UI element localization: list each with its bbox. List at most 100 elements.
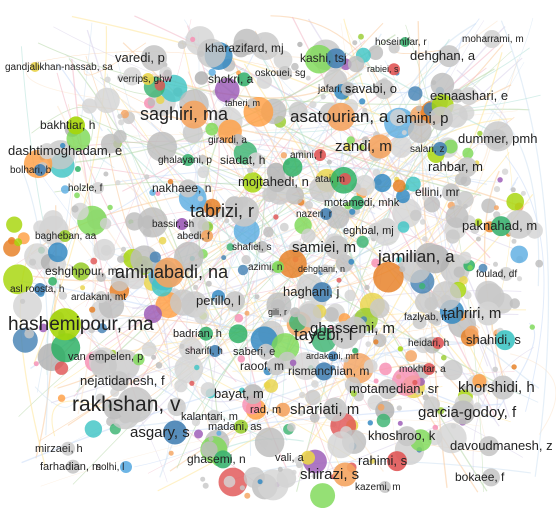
author-label[interactable]: savabi, o [345,81,397,96]
author-node[interactable] [333,462,357,487]
author-label[interactable]: atai, m [315,174,345,185]
author-label[interactable]: gandjalikhan-nassab, sa [5,62,113,73]
author-node[interactable] [482,468,500,487]
author-node[interactable] [66,459,80,474]
author-node[interactable] [438,45,460,68]
author-node[interactable] [276,402,290,417]
author-label[interactable]: samiei, m [292,239,356,256]
author-node[interactable] [312,282,332,303]
author-node[interactable] [141,45,167,72]
author-node[interactable] [117,386,153,423]
author-label[interactable]: shahidi, s [466,332,521,347]
author-node[interactable] [34,283,46,295]
author-node[interactable] [182,154,194,166]
author-node[interactable] [429,106,453,131]
author-label[interactable]: paknahad, m [462,218,537,233]
author-node[interactable] [290,307,300,318]
author-node[interactable] [415,242,443,271]
author-node[interactable] [483,30,501,48]
author-node[interactable] [460,87,478,106]
author-label[interactable]: kalantari, m [181,411,238,423]
author-label[interactable]: rahbar, m [428,159,483,174]
author-label[interactable]: oskouei, sg [255,68,306,79]
author-node[interactable] [320,264,330,275]
author-node[interactable] [339,173,351,185]
author-node[interactable] [59,230,71,242]
author-node[interactable] [67,116,85,135]
author-node[interactable] [34,164,46,176]
author-label[interactable]: bayat, m [214,386,264,401]
author-node[interactable] [258,343,274,360]
author-label[interactable]: khoshroo, k [368,428,436,443]
author-label[interactable]: verrips, ghw [118,74,173,85]
author-label[interactable]: van empelen, p [68,351,143,363]
author-label[interactable]: eghbal, mj [343,225,394,237]
author-node[interactable] [30,62,40,72]
author-node[interactable] [325,235,349,260]
author-node[interactable] [272,261,284,273]
author-label[interactable]: saghiri, ma [140,104,229,124]
author-label[interactable]: nazeri, r [296,209,333,220]
author-node[interactable] [256,241,268,253]
author-label[interactable]: bakhtiar, h [40,118,95,132]
author-label[interactable]: mirzaei, h [35,443,83,455]
author-label[interactable]: ghasemi, n [187,452,246,466]
author-label[interactable]: ardakani, mt [71,292,126,303]
author-label[interactable]: saberi, e [233,346,275,358]
author-label[interactable]: shirazi, s [300,466,359,483]
author-node[interactable] [95,291,107,303]
author-node[interactable] [368,134,392,159]
author-node[interactable] [476,301,500,326]
author-label[interactable]: shokri, a [208,72,254,86]
author-node[interactable] [350,195,364,210]
author-node[interactable] [388,63,400,76]
author-node[interactable] [442,183,460,202]
author-label[interactable]: hashemipour, ma [8,314,154,335]
author-label[interactable]: vali, a [275,452,305,464]
author-label[interactable]: nakhaee, n [152,181,211,195]
author-node[interactable] [232,39,250,58]
author-label[interactable]: perillo, l [196,293,241,308]
author-node[interactable] [180,100,208,129]
author-node[interactable] [432,337,444,349]
author-label[interactable]: asgary, s [130,424,190,441]
author-label[interactable]: eshghpour, m [45,264,118,278]
author-label[interactable]: rismanchian, m [288,364,369,378]
author-node[interactable] [378,379,398,400]
author-label[interactable]: garcia-godoy, f [418,404,517,421]
author-node[interactable] [368,222,384,239]
author-node[interactable] [331,320,359,349]
author-label[interactable]: foulad, df [476,269,517,280]
author-node[interactable] [225,291,245,312]
author-node[interactable] [237,72,251,87]
author-label[interactable]: azimi, n [248,262,282,273]
author-node[interactable] [214,450,232,469]
author-node[interactable] [207,409,221,424]
author-label[interactable]: shafiei, s [232,242,271,253]
author-node[interactable] [199,326,213,341]
author-label[interactable]: dehghan, a [410,48,476,63]
author-node[interactable] [49,308,81,341]
author-label[interactable]: amini, p [396,110,449,127]
author-node[interactable] [109,371,129,392]
author-node[interactable] [163,420,187,445]
author-label[interactable]: holzle, f [68,183,103,194]
author-label[interactable]: abedi, f [177,231,210,242]
author-label[interactable]: esnaashari, e [430,88,508,103]
author-label[interactable]: varedi, p [115,50,165,65]
author-node[interactable] [427,310,441,324]
author-node[interactable] [247,98,257,109]
author-label[interactable]: kashi, tsj [300,51,347,65]
author-node[interactable] [491,216,511,237]
author-label[interactable]: bolhari, b [10,165,52,176]
author-node[interactable] [243,384,263,405]
author-label[interactable]: davoudmanesh, z [450,438,553,453]
author-node[interactable] [397,426,417,447]
author-label[interactable]: girardi, a [208,135,247,146]
author-node[interactable] [154,257,184,288]
author-label[interactable]: moharrami, m [462,34,524,45]
author-label[interactable]: rahimi, s [358,453,408,468]
author-label[interactable]: raoof, m [240,359,284,373]
